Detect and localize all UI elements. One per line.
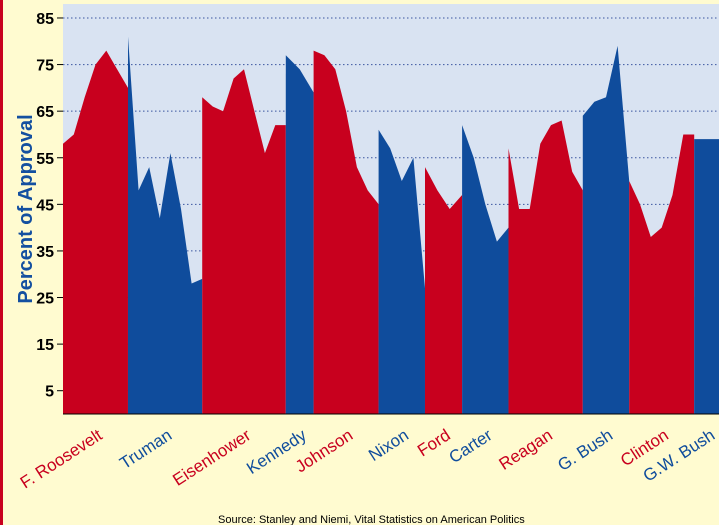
y-tick-labels: 5 15 25 35 45 55 65 75 85 <box>36 11 719 415</box>
approval-area <box>285 55 314 415</box>
president-label: Truman <box>116 425 175 472</box>
y-tick-label: 25 <box>36 291 54 308</box>
source-note: Source: Stanley and Niemi, Vital Statist… <box>218 514 525 525</box>
president-label: Carter <box>446 425 496 467</box>
approval-area <box>313 50 379 414</box>
approval-area <box>694 139 719 414</box>
y-tick-label: 15 <box>36 337 54 354</box>
president-label: F. Roosevelt <box>17 425 106 492</box>
president-labels: F. Roosevelt TrumanEisenhowerKennedyJohns… <box>17 425 718 492</box>
president-label: Eisenhower <box>169 425 254 489</box>
president-label: G. Bush <box>554 425 616 474</box>
y-tick-label: 65 <box>36 104 54 121</box>
approval-area <box>378 129 425 415</box>
president-label: Nixon <box>365 425 412 465</box>
approval-areas <box>63 36 719 415</box>
approval-area <box>127 36 203 414</box>
approval-area-chart: 5 15 25 35 45 55 65 75 85 F. Roosevelt TrumanEise… <box>15 4 719 525</box>
approval-area <box>462 125 509 414</box>
y-tick-label: 85 <box>36 11 54 28</box>
approval-area <box>63 50 128 414</box>
y-tick-label: 55 <box>36 151 54 168</box>
approval-area <box>424 167 463 414</box>
y-tick-label: 75 <box>36 58 54 75</box>
approval-area <box>202 69 286 414</box>
y-tick-label: 45 <box>36 197 54 214</box>
y-tick-label: 5 <box>45 384 54 401</box>
approval-area <box>629 134 695 414</box>
y-tick-label: 35 <box>36 244 54 261</box>
y-axis-label: Percent of Approval <box>15 114 37 303</box>
approval-area <box>508 120 583 414</box>
approval-area <box>582 45 630 415</box>
president-label: Reagan <box>496 425 556 473</box>
